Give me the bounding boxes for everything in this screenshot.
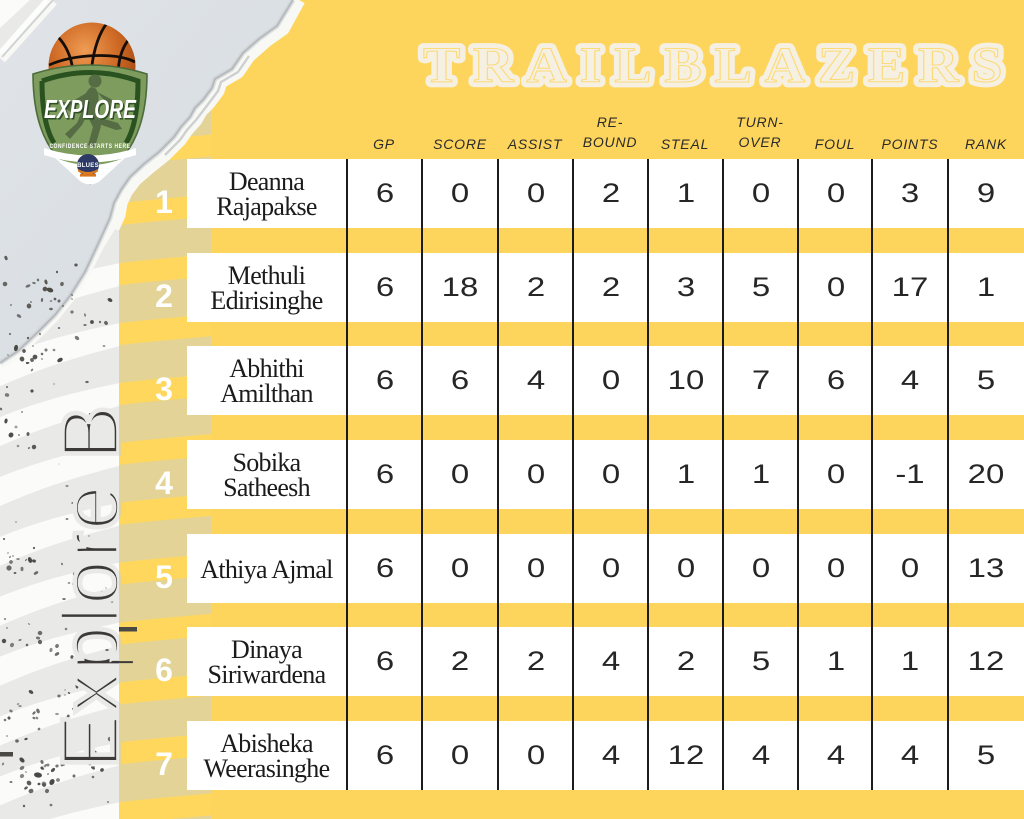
svg-text:CONFIDENCE STARTS HERE: CONFIDENCE STARTS HERE [50, 144, 131, 150]
svg-text:TRAILBLAZERS: TRAILBLAZERS [423, 37, 1015, 93]
svg-text:EXPLORE: EXPLORE [44, 94, 136, 124]
svg-text:Explore B: Explore B [46, 404, 137, 769]
svg-text:TRAILBLAZERS: TRAILBLAZERS [423, 37, 1015, 93]
svg-text:EXPLORE: EXPLORE [45, 95, 137, 125]
svg-text:BLUES: BLUES [77, 163, 99, 169]
svg-text:Explore B: Explore B [46, 404, 137, 769]
